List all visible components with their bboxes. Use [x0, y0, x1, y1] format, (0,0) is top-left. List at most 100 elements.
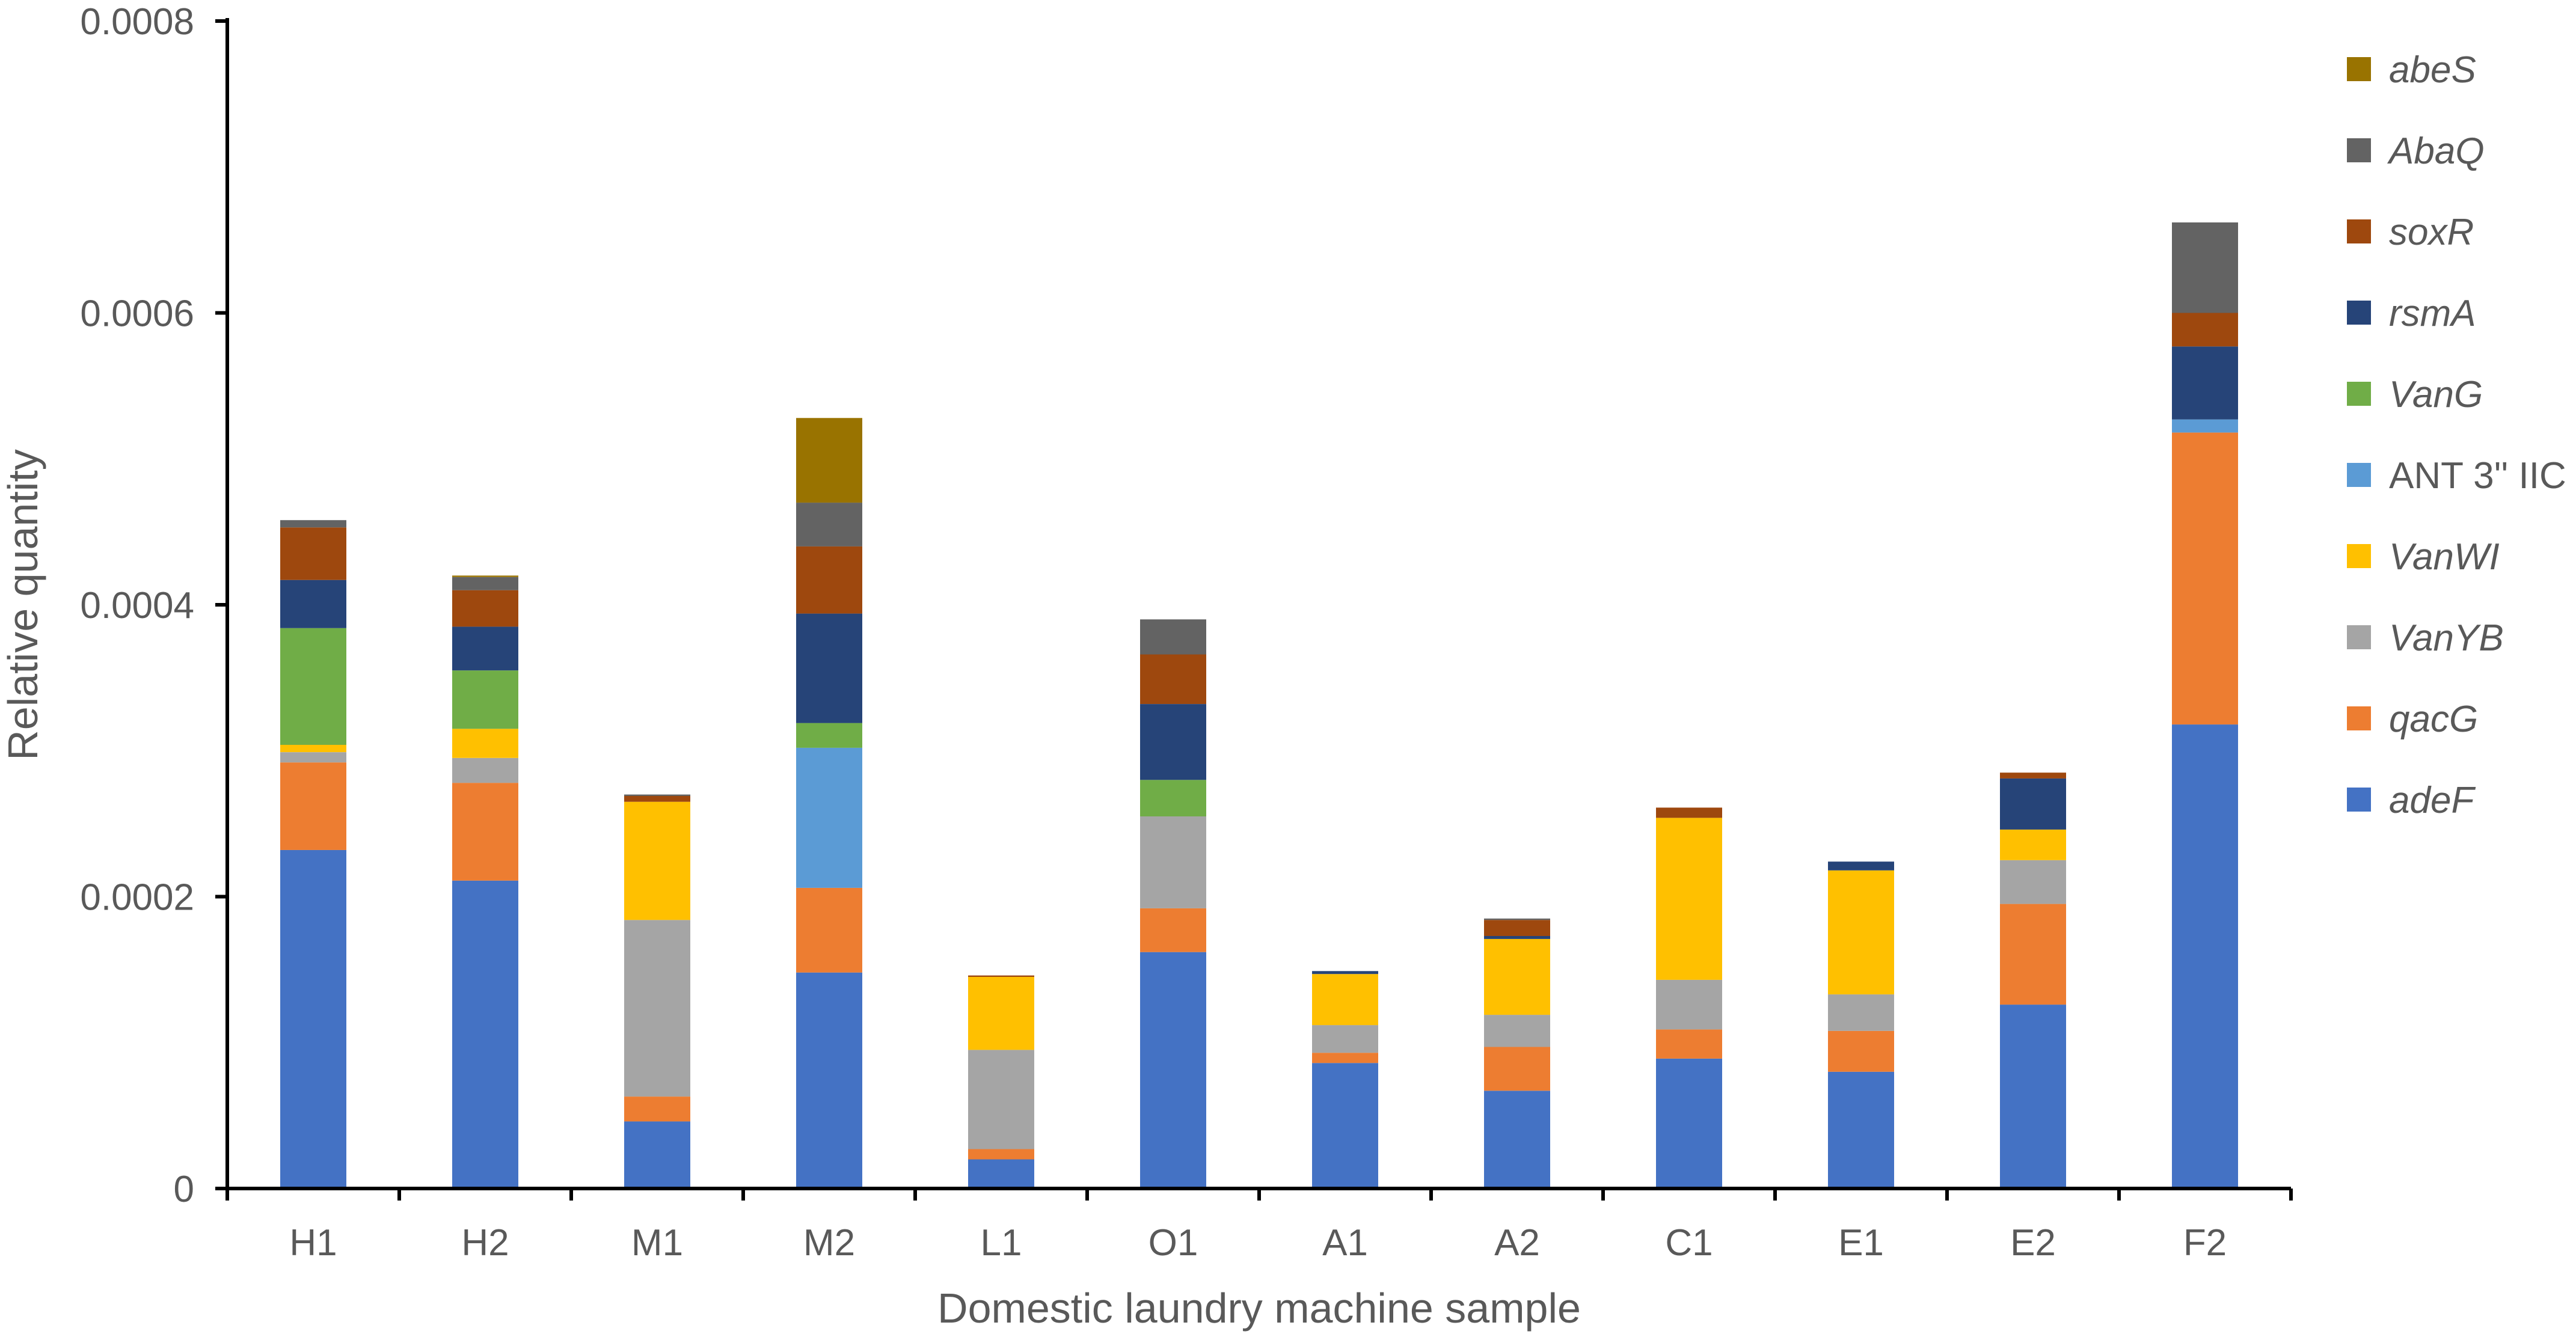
bar-segment-A1-VanWI: [1312, 974, 1378, 1026]
bar-segment-E2-VanWI: [2000, 829, 2066, 860]
legend-label: rsmA: [2389, 293, 2476, 334]
bar-segment-O1-VanYB: [1140, 816, 1206, 908]
x-tick-label: M1: [631, 1222, 683, 1264]
legend-swatch: [2347, 301, 2371, 325]
bar-segment-H1-VanWI: [280, 745, 346, 753]
bar-segment-A2-qacG: [1484, 1047, 1550, 1091]
bar-segment-L1-VanWI: [968, 977, 1034, 1050]
bar-segment-A2-AbaQ: [1484, 918, 1550, 920]
legend-label: VanWI: [2389, 536, 2500, 578]
legend-label: AbaQ: [2387, 130, 2485, 172]
bar-segment-F2-AbaQ: [2172, 222, 2238, 313]
bar-segment-L1-soxR: [968, 975, 1034, 977]
bar-segment-M1-qacG: [624, 1097, 690, 1122]
x-tick-labels: H1 H2 M1 M2 L1 O1 A1 A2 C1 E1 E2 F2: [289, 1222, 2227, 1264]
bar-segment-E2-qacG: [2000, 904, 2066, 1005]
bar-segment-C1-adeF: [1656, 1059, 1722, 1189]
bar-segment-M1-soxR: [624, 796, 690, 802]
bar-segment-A1-VanYB: [1312, 1025, 1378, 1053]
bar-segment-H2-soxR: [452, 590, 518, 627]
x-tick-label: A1: [1322, 1222, 1368, 1264]
bar-segment-F2-soxR: [2172, 313, 2238, 347]
bar-segment-H2-VanYB: [452, 757, 518, 783]
bar-segment-E2-soxR: [2000, 773, 2066, 779]
bar-segment-O1-soxR: [1140, 654, 1206, 704]
x-tick-label: A2: [1494, 1222, 1540, 1264]
bar-segment-F2-adeF: [2172, 724, 2238, 1189]
bar-segment-O1-AbaQ: [1140, 619, 1206, 655]
bars-layer: [280, 222, 2238, 1189]
x-tick-label: E1: [1838, 1222, 1884, 1264]
legend-label: VanG: [2389, 374, 2483, 415]
bar-segment-A2-adeF: [1484, 1091, 1550, 1189]
bar-segment-O1-qacG: [1140, 908, 1206, 952]
bar-segment-L1-VanYB: [968, 1050, 1034, 1149]
bar-segment-F2-rsmA: [2172, 346, 2238, 420]
bar-segment-M2-qacG: [796, 887, 862, 973]
bar-segment-M2-AbaQ: [796, 503, 862, 546]
bar-segment-C1-VanWI: [1656, 818, 1722, 980]
legend-swatch: [2347, 57, 2371, 81]
bar-segment-H2-adeF: [452, 880, 518, 1189]
legend-label: ANT 3'' IIC: [2389, 455, 2566, 497]
x-tick-label: F2: [2183, 1222, 2227, 1264]
x-axis-title: Domestic laundry machine sample: [937, 1285, 1581, 1332]
bar-segment-H1-adeF: [280, 849, 346, 1189]
axes-layer: [215, 18, 2293, 1201]
y-axis-title: Relative quantity: [0, 449, 46, 760]
bar-segment-C1-qacG: [1656, 1029, 1722, 1059]
bar-segment-L1-qacG: [968, 1149, 1034, 1160]
legend-swatch: [2347, 706, 2371, 730]
x-tick-label: L1: [981, 1222, 1022, 1264]
y-tick-label: 0.0004: [80, 585, 194, 626]
y-tick-label: 0: [174, 1169, 194, 1210]
legend-label: adeF: [2389, 780, 2476, 821]
bar-segment-H2-abeS: [452, 575, 518, 577]
bar-segment-E1-qacG: [1828, 1030, 1894, 1072]
bar-segment-E1-adeF: [1828, 1071, 1894, 1189]
legend-label: abeS: [2389, 49, 2476, 91]
bar-segment-A1-adeF: [1312, 1063, 1378, 1189]
bar-segment-H2-AbaQ: [452, 577, 518, 590]
bar-segment-M2-soxR: [796, 546, 862, 614]
bar-segment-M2-VanG: [796, 723, 862, 748]
bar-segment-A2-VanYB: [1484, 1015, 1550, 1047]
x-tick-label: M2: [803, 1222, 855, 1264]
bar-segment-H1-rsmA: [280, 580, 346, 628]
bar-segment-C1-VanYB: [1656, 979, 1722, 1030]
legend-label: soxR: [2389, 212, 2474, 253]
bar-segment-H2-rsmA: [452, 626, 518, 671]
legend-swatch: [2347, 788, 2371, 812]
bar-segment-O1-VanG: [1140, 780, 1206, 816]
legend-swatch: [2347, 463, 2371, 487]
bar-segment-E2-rsmA: [2000, 778, 2066, 830]
bar-segment-M2-ANT-3-IIC: [796, 747, 862, 888]
bar-segment-A1-rsmA: [1312, 971, 1378, 974]
x-tick-label: C1: [1665, 1222, 1713, 1264]
legend-label: qacG: [2389, 699, 2478, 740]
legend: abeS AbaQ soxR rsmA VanG ANT 3'' IIC VanWI VanY…: [2347, 49, 2566, 821]
bar-segment-A1-qacG: [1312, 1053, 1378, 1063]
bar-segment-M1-VanWI: [624, 801, 690, 920]
bar-segment-A2-rsmA: [1484, 936, 1550, 939]
bar-segment-A2-soxR: [1484, 920, 1550, 936]
bar-segment-E1-VanWI: [1828, 870, 1894, 995]
bar-segment-O1-rsmA: [1140, 704, 1206, 780]
legend-swatch: [2347, 138, 2371, 162]
bar-segment-H2-VanWI: [452, 729, 518, 758]
bar-segment-H1-VanG: [280, 628, 346, 745]
x-tick-label: H2: [461, 1222, 509, 1264]
bar-segment-E2-adeF: [2000, 1005, 2066, 1189]
bar-segment-E2-VanYB: [2000, 860, 2066, 904]
y-tick-label: 0.0008: [80, 1, 194, 43]
bar-segment-H1-soxR: [280, 527, 346, 580]
y-tick-label: 0.0006: [80, 293, 194, 335]
bar-segment-E1-rsmA: [1828, 861, 1894, 870]
bar-segment-H1-AbaQ: [280, 520, 346, 528]
legend-label: VanYB: [2389, 617, 2504, 659]
x-tick-label: O1: [1148, 1222, 1198, 1264]
y-tick-labels: 0 0.0002 0.0004 0.0006 0.0008: [80, 1, 194, 1210]
bar-segment-H1-qacG: [280, 762, 346, 850]
legend-swatch: [2347, 544, 2371, 568]
